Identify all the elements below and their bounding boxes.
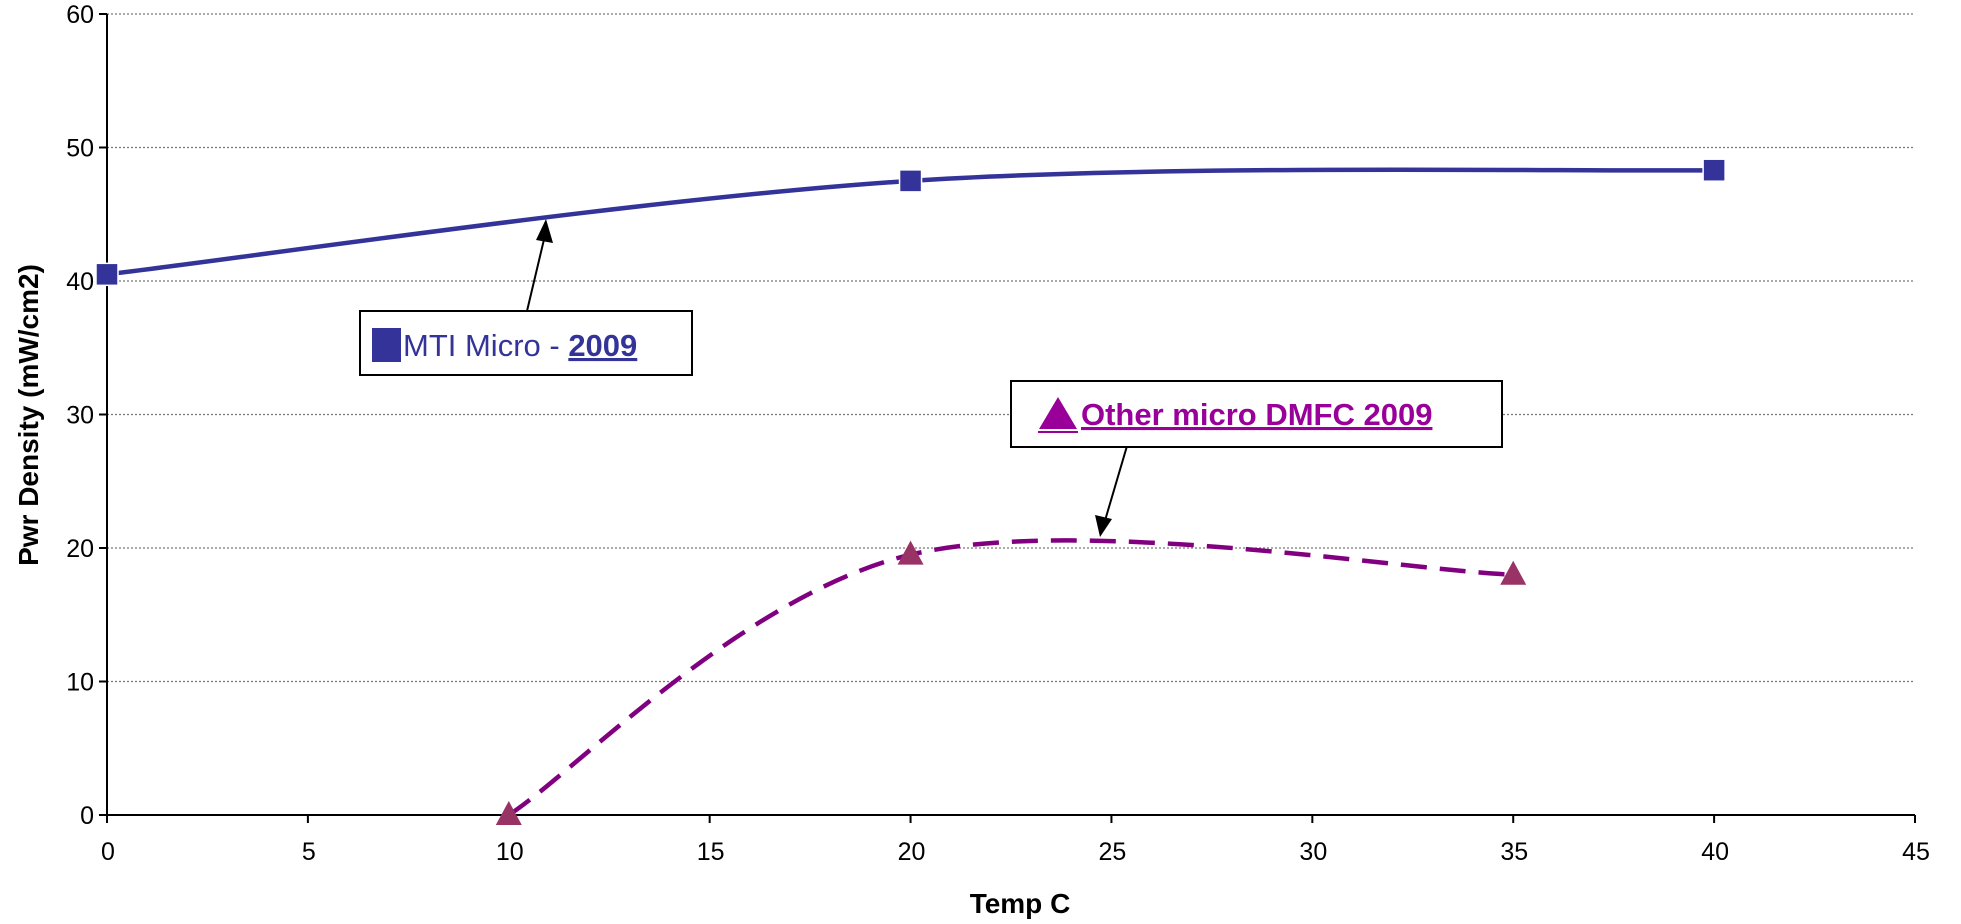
data-point-square bbox=[898, 169, 923, 193]
y-tick-label: 20 bbox=[66, 535, 94, 563]
callout-other-arrow bbox=[1103, 445, 1128, 525]
data-point-square bbox=[1702, 158, 1726, 182]
callout-other-label: Other micro DMFC 2009 bbox=[1081, 397, 1432, 432]
x-tick-label: 20 bbox=[898, 838, 926, 866]
x-axis-title: Temp C bbox=[970, 888, 1071, 919]
y-tick-label: 50 bbox=[66, 135, 94, 163]
data-point-triangle bbox=[495, 801, 522, 825]
callout-mti-label: MTI Micro - 2009 bbox=[403, 328, 637, 363]
callout-mti-micro: MTI Micro - 2009 bbox=[359, 219, 693, 376]
x-tick-label: 45 bbox=[1902, 838, 1930, 866]
data-point-triangle bbox=[897, 540, 924, 565]
data-point-square bbox=[95, 262, 119, 287]
x-tick-label: 40 bbox=[1701, 838, 1729, 866]
callout-mti-year: 2009 bbox=[568, 328, 637, 363]
x-tick-label: 35 bbox=[1500, 838, 1528, 866]
callout-other-arrowhead bbox=[1095, 515, 1112, 537]
callout-mti-box bbox=[359, 310, 693, 376]
x-tick-label: 25 bbox=[1099, 838, 1127, 866]
x-tick-label: 0 bbox=[101, 838, 115, 866]
y-tick-label: 0 bbox=[80, 802, 94, 830]
data-point-triangle bbox=[1500, 560, 1527, 585]
x-tick-label: 30 bbox=[1299, 838, 1327, 866]
y-tick-label: 60 bbox=[66, 1, 94, 29]
callout-mti-arrowhead bbox=[536, 219, 553, 243]
y-axis-ticks: 0 10 20 30 40 50 60 bbox=[66, 1, 107, 830]
callout-other-dmfc: Other micro DMFC 2009 bbox=[1010, 380, 1503, 537]
y-tick-label: 30 bbox=[66, 402, 94, 430]
callout-mti-square-icon bbox=[372, 328, 401, 362]
y-tick-label: 40 bbox=[66, 268, 94, 296]
x-tick-label: 5 bbox=[302, 838, 316, 866]
callout-mti-prefix: MTI Micro - bbox=[403, 328, 568, 363]
x-axis-ticks: 0 5 10 15 20 25 30 35 40 45 bbox=[101, 815, 1930, 866]
x-tick-label: 15 bbox=[697, 838, 725, 866]
callout-other-box bbox=[1010, 380, 1503, 448]
markers-layer bbox=[95, 158, 1726, 825]
x-tick-label: 10 bbox=[496, 838, 524, 866]
y-tick-label: 10 bbox=[66, 669, 94, 697]
series-line-other-dmfc bbox=[507, 538, 1514, 817]
series-layer bbox=[106, 167, 1715, 817]
y-axis-title: Pwr Density (mW/cm2) bbox=[13, 264, 44, 566]
callout-other-triangle-icon bbox=[1039, 397, 1077, 429]
callout-mti-arrow bbox=[526, 230, 547, 312]
